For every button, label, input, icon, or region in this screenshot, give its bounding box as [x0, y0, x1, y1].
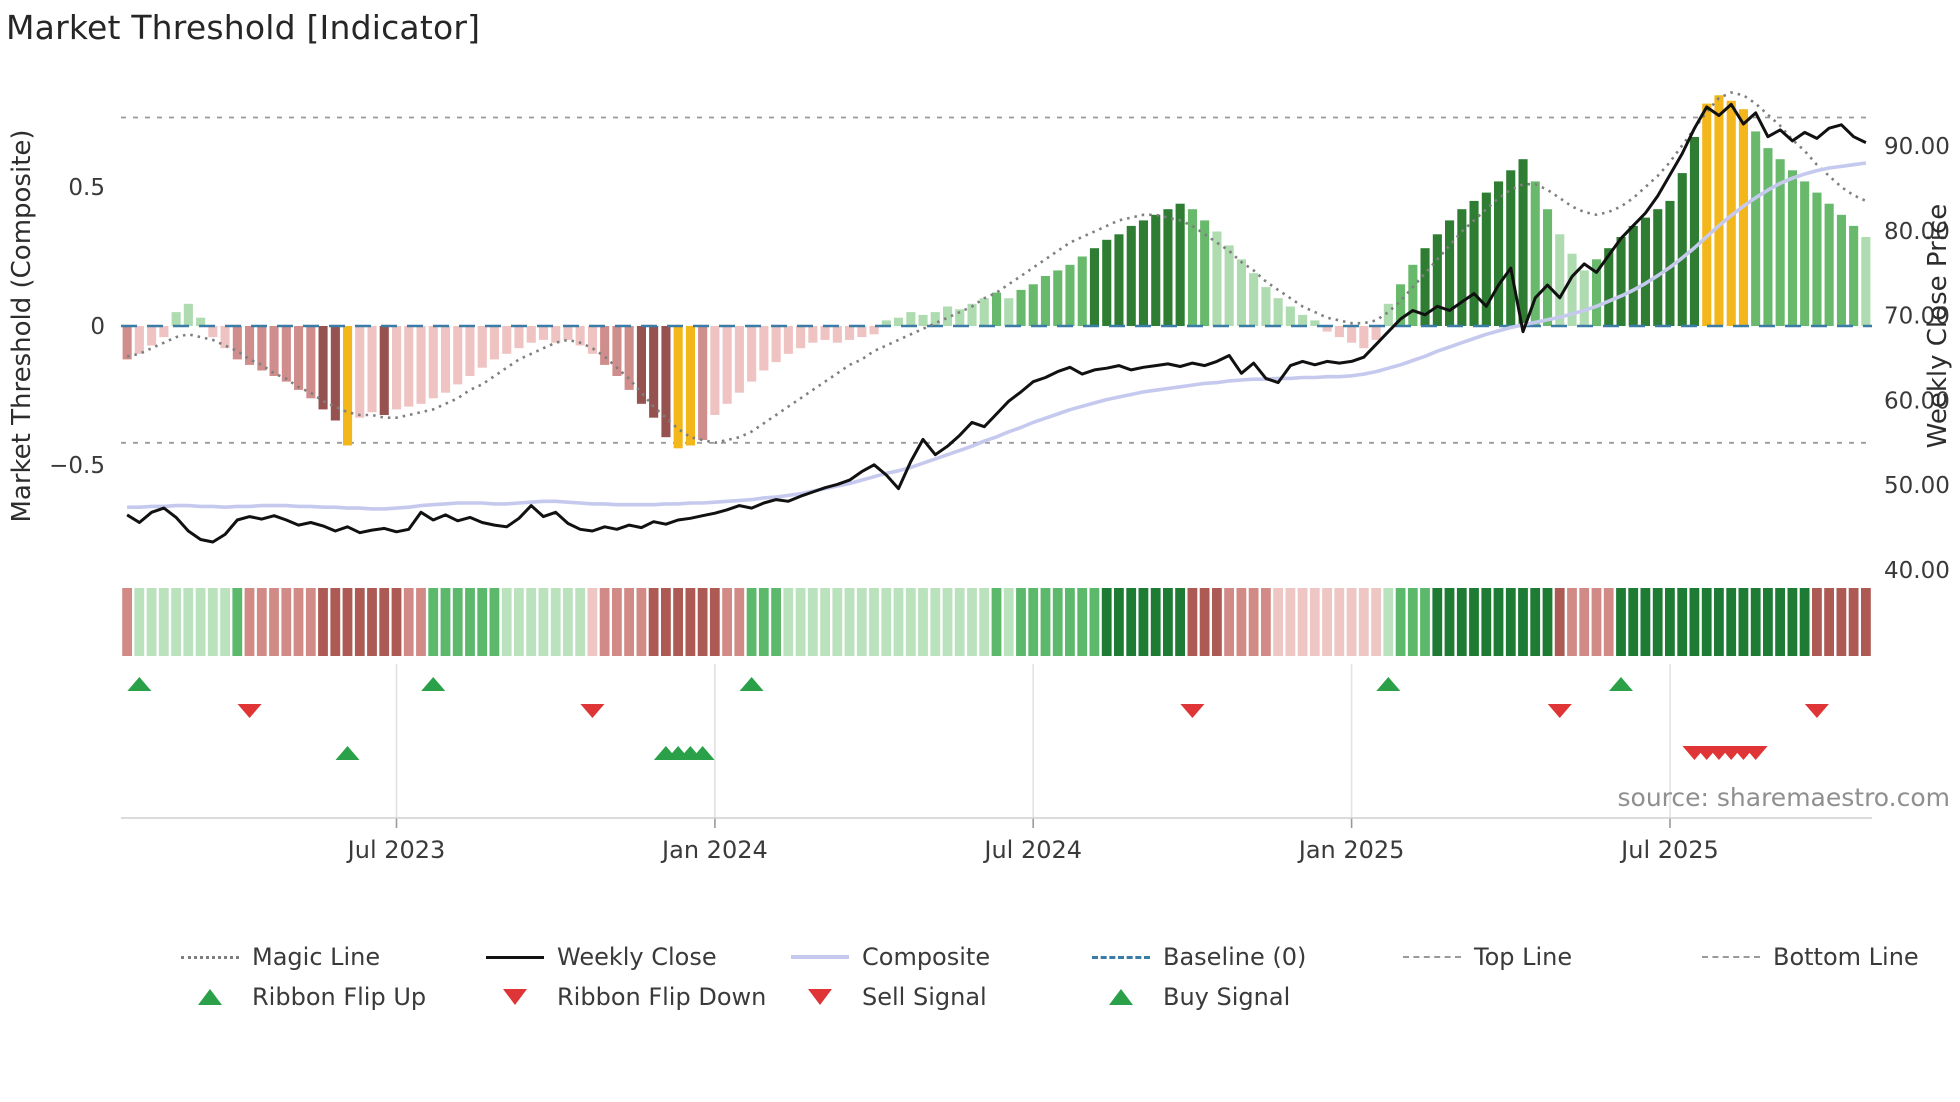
svg-text:Jan 2024: Jan 2024: [660, 836, 768, 864]
buy-signal-icon: [1092, 987, 1150, 1007]
right-axis-title: Weekly Close Price: [1923, 204, 1953, 449]
legend-item-ribbon-flip-up: Ribbon Flip Up: [181, 982, 426, 1012]
legend-label: Ribbon Flip Down: [557, 983, 767, 1011]
page-title: Market Threshold [Indicator]: [6, 8, 481, 47]
bottom-line-swatch: [1702, 947, 1760, 967]
svg-text:90.00: 90.00: [1884, 134, 1950, 160]
ribbon-flip-down-markers: [237, 704, 1829, 718]
svg-text:70.00: 70.00: [1884, 304, 1950, 330]
svg-text:80.00: 80.00: [1884, 219, 1950, 245]
ribbon-flip-up-icon: [181, 987, 239, 1007]
weekly-close-swatch: [486, 947, 544, 967]
left-axis-ticks: 0.5 0 −0.5: [49, 175, 105, 479]
legend-item-composite: Composite: [791, 942, 990, 972]
ribbon-strip: [122, 588, 1871, 656]
baseline-swatch: [1092, 947, 1150, 967]
legend-label: Ribbon Flip Up: [252, 983, 427, 1011]
ribbon-flip-down-icon: [486, 987, 544, 1007]
svg-text:−0.5: −0.5: [49, 453, 105, 479]
svg-text:Jul 2025: Jul 2025: [1619, 836, 1719, 864]
legend-label: Composite: [862, 943, 991, 971]
legend-item-baseline: Baseline (0): [1092, 942, 1306, 972]
svg-text:60.00: 60.00: [1884, 388, 1950, 414]
threshold-bars: [122, 95, 1871, 449]
svg-text:40.00: 40.00: [1884, 558, 1950, 584]
market-threshold-chart: 0.5 0 −0.5 90.00 80.00 70.00 60.00 50.00 40.00 Ma…: [7, 91, 1953, 864]
sell-signal-icon: [791, 987, 849, 1007]
legend-item-magic-line: Magic Line: [181, 942, 380, 972]
legend-label: Buy Signal: [1163, 983, 1291, 1011]
legend-item-sell-signal: Sell Signal: [791, 982, 987, 1012]
legend-item-bottom-line: Bottom Line: [1702, 942, 1919, 972]
sell-signal-markers: [1682, 746, 1768, 760]
legend-item-buy-signal: Buy Signal: [1092, 982, 1290, 1012]
weekly-close-line: [126, 102, 1867, 544]
legend-label: Bottom Line: [1773, 943, 1919, 971]
legend-item-ribbon-flip-down: Ribbon Flip Down: [486, 982, 766, 1012]
left-axis-title: Market Threshold (Composite): [7, 129, 37, 522]
svg-text:Jan 2025: Jan 2025: [1297, 836, 1405, 864]
right-axis-ticks: 90.00 80.00 70.00 60.00 50.00 40.00: [1884, 134, 1950, 584]
legend-item-weekly-close: Weekly Close: [486, 942, 717, 972]
legend-item-top-line: Top Line: [1403, 942, 1572, 972]
top-line-swatch: [1403, 947, 1461, 967]
legend-label: Baseline (0): [1163, 943, 1307, 971]
svg-text:Jul 2024: Jul 2024: [982, 836, 1082, 864]
legend-label: Sell Signal: [862, 983, 987, 1011]
svg-text:0.5: 0.5: [68, 175, 105, 201]
ribbon-flip-up-markers: [127, 677, 1633, 691]
legend-label: Weekly Close: [557, 943, 717, 971]
composite-swatch: [791, 947, 849, 967]
svg-text:Jul 2023: Jul 2023: [346, 836, 446, 864]
composite-line: [127, 161, 1867, 511]
legend-label: Top Line: [1474, 943, 1573, 971]
svg-text:50.00: 50.00: [1884, 473, 1950, 499]
buy-signal-markers: [335, 746, 715, 760]
magic-line-swatch: [181, 947, 239, 967]
legend-label: Magic Line: [252, 943, 381, 971]
source-text: source: sharemaestro.com: [1618, 783, 1951, 812]
x-axis: Jul 2023 Jan 2024 Jul 2024 Jan 2025 Jul 2025: [346, 664, 1719, 864]
svg-text:0: 0: [90, 314, 105, 340]
